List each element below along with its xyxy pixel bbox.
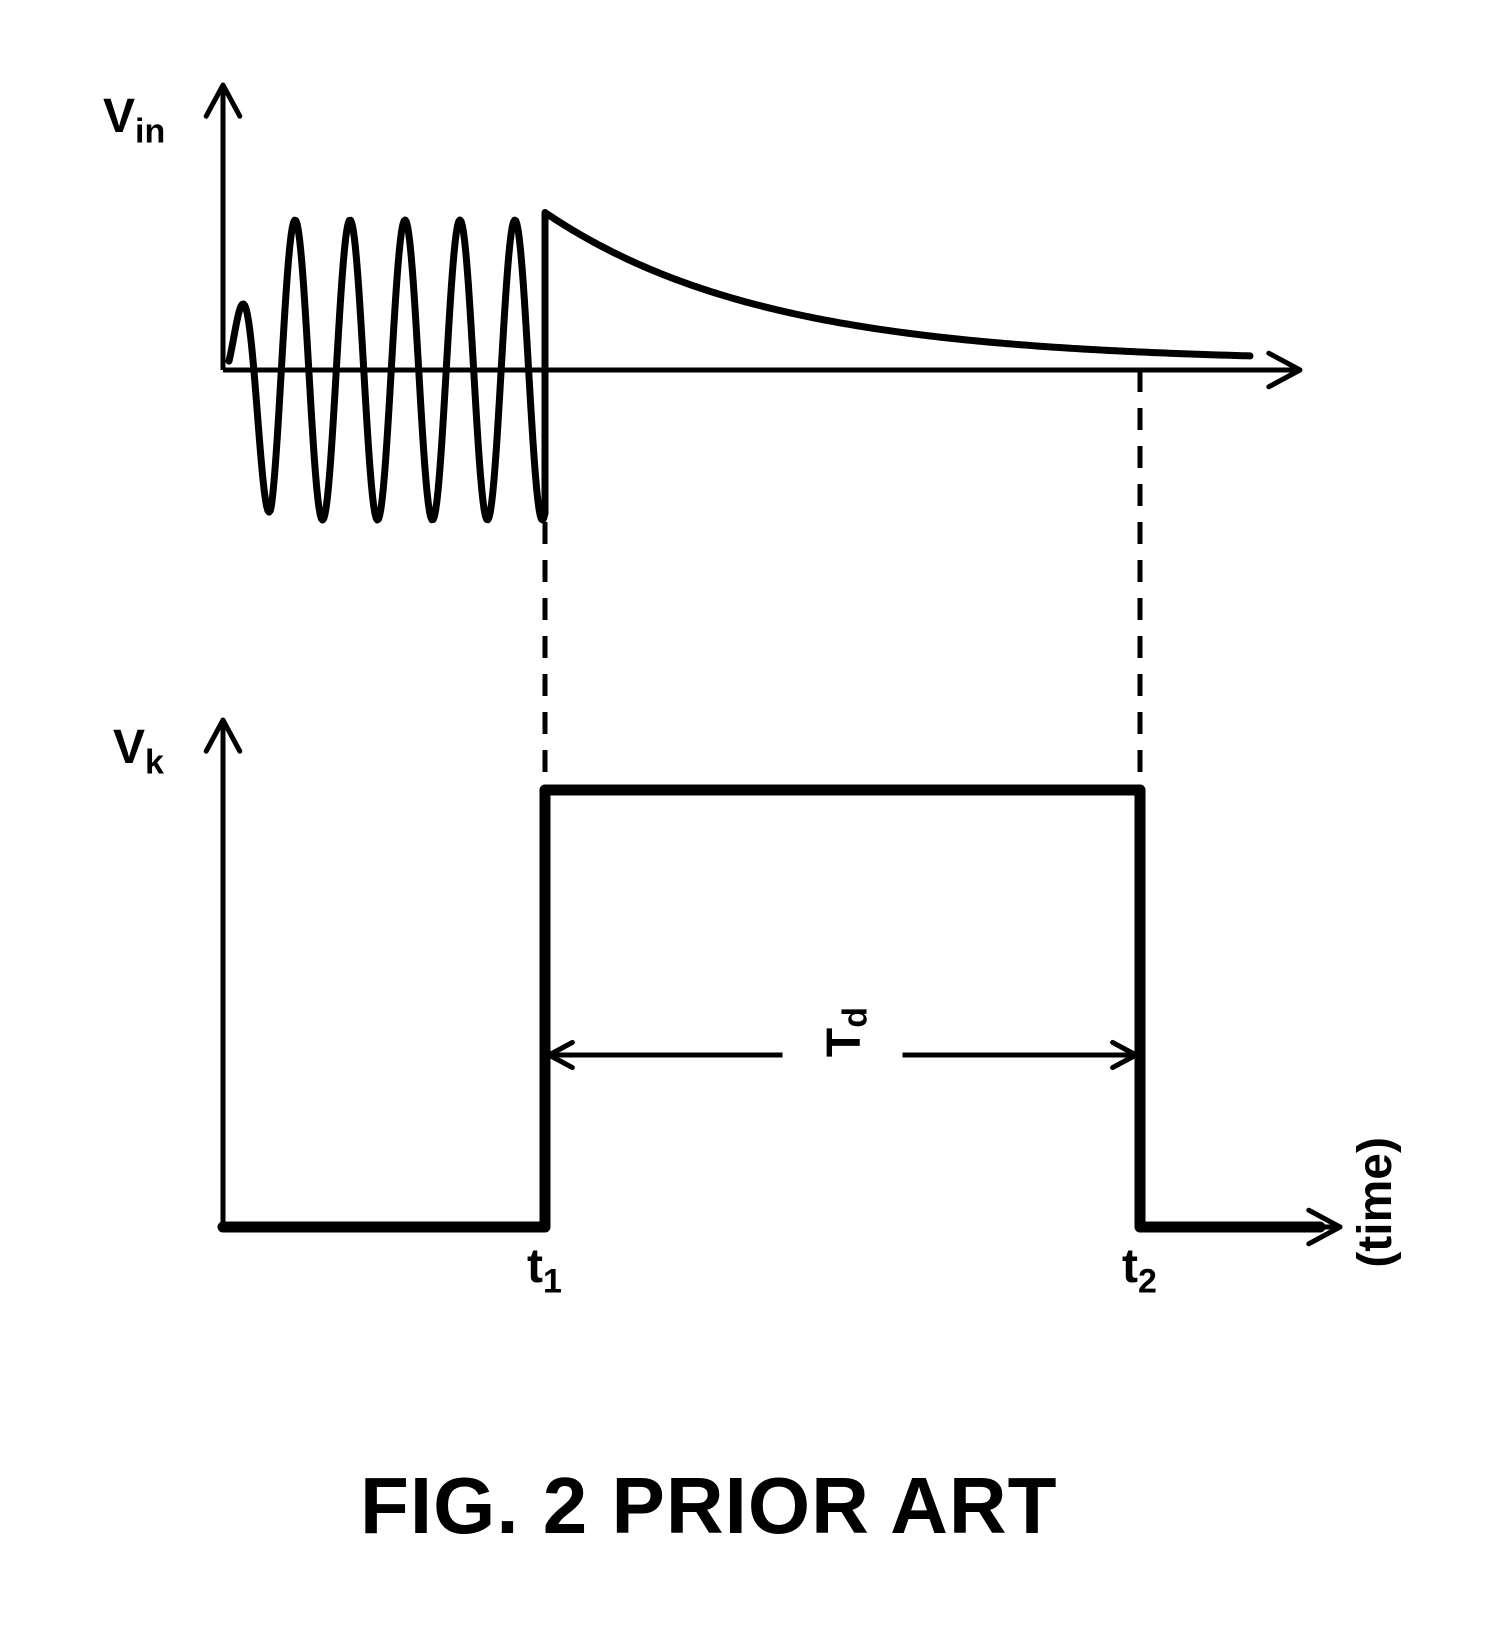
- label-t1: t1: [527, 1239, 562, 1302]
- label-vin: Vin: [103, 89, 165, 152]
- label-t2: t2: [1122, 1239, 1157, 1302]
- label-td: Td: [817, 1007, 876, 1057]
- figure-svg: [0, 0, 1506, 1633]
- label-time: (time): [1348, 1137, 1403, 1268]
- label-vk: Vk: [113, 720, 164, 783]
- figure-caption: FIG. 2 PRIOR ART: [360, 1460, 1058, 1552]
